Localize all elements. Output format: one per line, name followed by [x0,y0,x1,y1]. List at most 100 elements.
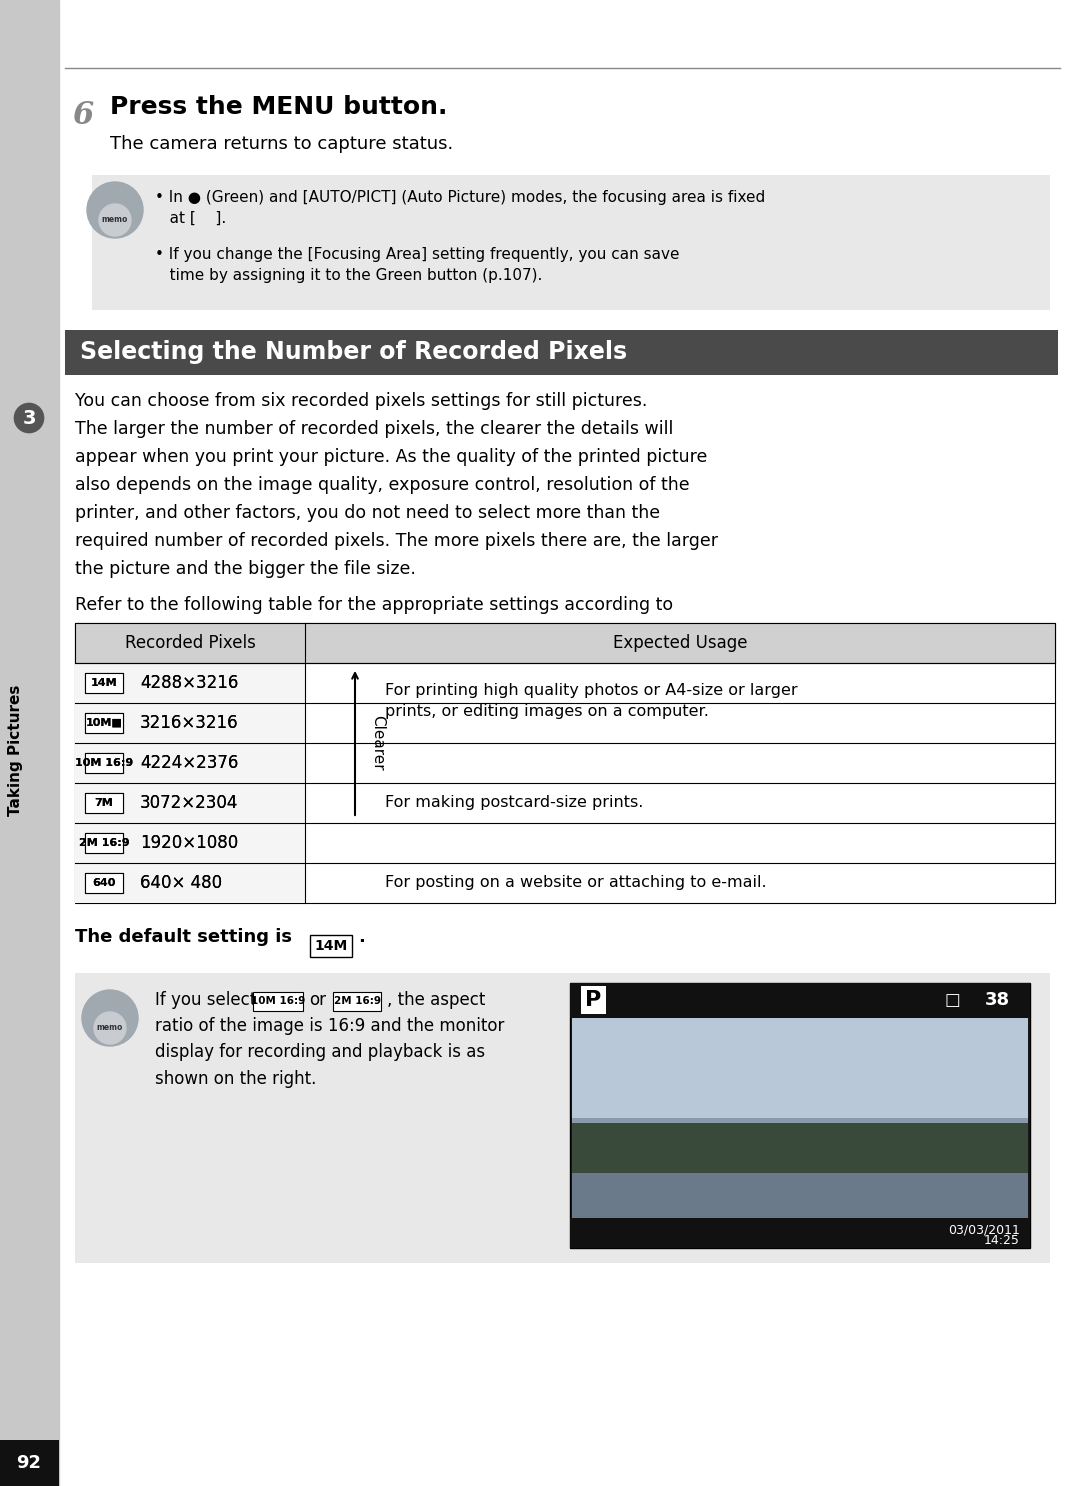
Text: 2M 16:9: 2M 16:9 [79,838,130,849]
Text: If you select: If you select [156,991,256,1009]
Bar [0,1440,59,1486]
Text: 2M 16:9: 2M 16:9 [79,838,130,849]
Text: ratio of the image is 16:9 and the monitor
display for recording and playback is: ratio of the image is 16:9 and the monit… [156,1016,504,1088]
Text: 4224×2376: 4224×2376 [140,753,239,773]
Text: appear when you print your picture. As the quality of the printed picture: appear when you print your picture. As t… [75,447,707,467]
Text: or: or [309,991,326,1009]
Text: P: P [585,990,602,1010]
Text: 640: 640 [92,878,116,889]
Text: 10M 16:9: 10M 16:9 [251,997,306,1006]
Text: 10M 16:9: 10M 16:9 [75,758,133,768]
Text: required number of recorded pixels. The more pixels there are, the larger: required number of recorded pixels. The … [75,532,718,550]
Text: P: P [585,990,602,1010]
Text: The larger the number of recorded pixels, the clearer the details will: The larger the number of recorded pixels… [75,421,673,438]
Text: For printing high quality photos or A4-size or larger
prints, or editing images : For printing high quality photos or A4-s… [384,684,798,719]
Bar [85,872,123,893]
Text: 3072×2304: 3072×2304 [140,794,239,811]
Text: 03/03/2011: 03/03/2011 [948,1223,1020,1236]
Text: 14:25: 14:25 [984,1235,1020,1248]
Text: 14M: 14M [91,678,118,688]
Text: 4224×2376: 4224×2376 [140,753,239,773]
Bar [85,673,123,692]
Bar [65,330,1058,374]
Text: the picture and the bigger the file size.: the picture and the bigger the file size… [75,560,416,578]
Text: 92: 92 [16,1453,41,1473]
Text: 3216×3216: 3216×3216 [140,713,239,733]
Bar [572,1172,1028,1219]
Bar [75,863,305,903]
FancyBboxPatch shape [75,973,1050,1263]
Circle shape [82,990,138,1046]
Text: • In ● (Green) and [AUTO/PICT] (Auto Picture) modes, the focusing area is fixed
: • In ● (Green) and [AUTO/PICT] (Auto Pic… [156,190,766,226]
Text: 2M 16:9: 2M 16:9 [334,997,380,1006]
Bar [85,673,123,692]
Text: 6: 6 [72,100,93,131]
Text: The default setting is: The default setting is [75,927,292,947]
Text: memo: memo [97,1024,123,1033]
Bar [75,663,305,703]
Bar [572,1018,1028,1219]
Bar [570,984,1030,1018]
Text: 1920×1080: 1920×1080 [140,834,239,851]
Text: 14M: 14M [314,939,348,953]
Bar [570,984,1030,1248]
Bar [85,753,123,773]
Text: , the aspect: , the aspect [387,991,485,1009]
Bar [75,623,1055,663]
Text: expected usage.: expected usage. [75,624,220,642]
Text: Refer to the following table for the appropriate settings according to: Refer to the following table for the app… [75,596,673,614]
Text: You can choose from six recorded pixels settings for still pictures.: You can choose from six recorded pixels … [75,392,647,410]
Bar [85,834,123,853]
Circle shape [87,181,143,238]
Text: 640: 640 [92,878,116,889]
Bar [75,703,305,743]
Text: Press the MENU button.: Press the MENU button. [110,95,447,119]
Text: 4288×3216: 4288×3216 [140,675,239,692]
FancyBboxPatch shape [92,175,1050,311]
Bar [333,993,381,1010]
Bar [570,1219,1030,1248]
Bar [75,823,305,863]
Text: .: . [357,927,365,947]
Text: For posting on a website or attaching to e-mail.: For posting on a website or attaching to… [384,875,767,890]
Text: printer, and other factors, you do not need to select more than the: printer, and other factors, you do not n… [75,504,660,522]
Bar [85,794,123,813]
Bar [85,834,123,853]
Text: 640× 480: 640× 480 [140,874,222,892]
Text: The camera returns to capture status.: The camera returns to capture status. [110,135,454,153]
Text: For making postcard-size prints.: For making postcard-size prints. [384,795,644,810]
Text: 10M 16:9: 10M 16:9 [75,758,133,768]
Bar [85,794,123,813]
Text: Expected Usage: Expected Usage [612,635,747,652]
Text: • If you change the [Focusing Area] setting frequently, you can save
   time by : • If you change the [Focusing Area] sett… [156,247,679,282]
Bar [0,0,59,1486]
Bar [85,872,123,893]
Bar [572,1018,1028,1117]
Text: Recorded Pixels: Recorded Pixels [124,635,256,652]
Text: 640× 480: 640× 480 [140,874,222,892]
Text: 14M: 14M [91,678,118,688]
Text: 1920×1080: 1920×1080 [140,834,239,851]
Bar [75,743,305,783]
Text: 7M: 7M [95,798,113,808]
Text: 38: 38 [985,991,1010,1009]
Bar [253,993,303,1010]
Circle shape [94,1012,126,1045]
Text: 10M■: 10M■ [85,718,122,728]
Text: 3072×2304: 3072×2304 [140,794,239,811]
Bar [85,713,123,733]
Bar [310,935,352,957]
Text: Taking Pictures: Taking Pictures [9,685,24,816]
Bar [75,783,305,823]
Bar [572,1123,1028,1204]
Text: Selecting the Number of Recorded Pixels: Selecting the Number of Recorded Pixels [80,340,627,364]
Text: also depends on the image quality, exposure control, resolution of the: also depends on the image quality, expos… [75,476,690,493]
Text: 4288×3216: 4288×3216 [140,675,239,692]
Bar [85,713,123,733]
Text: memo: memo [102,215,129,224]
Text: 3216×3216: 3216×3216 [140,713,239,733]
Bar [85,753,123,773]
Circle shape [99,204,131,236]
Bar [75,623,1055,903]
Text: 10M■: 10M■ [85,718,122,728]
